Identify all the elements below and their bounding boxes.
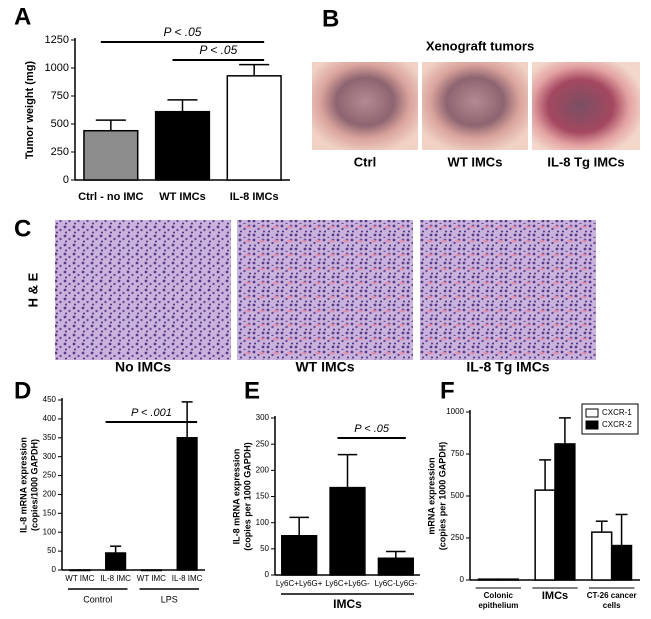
x-tick-label: epithelium: [478, 601, 518, 610]
x-tick-label: cells: [603, 601, 621, 610]
y-axis-label: (copies/1000 GAPDH): [29, 439, 39, 531]
panel-letter: D: [14, 377, 31, 404]
x-tick-label: IL-8 IMC: [172, 574, 203, 583]
y-tick-label: 450: [43, 395, 57, 404]
photo: [422, 62, 528, 150]
y-tick-label: 250: [43, 471, 57, 480]
y-tick-label: 150: [256, 492, 270, 501]
y-tick-label: 1250: [45, 34, 69, 46]
panel-letter: E: [244, 377, 260, 404]
bar: [154, 110, 211, 181]
x-tick-label: WT IMC: [65, 574, 94, 583]
bar: [477, 578, 500, 581]
bar: [69, 569, 91, 572]
y-tick-label: 0: [52, 565, 57, 574]
histology-image: [55, 220, 231, 360]
bar: [140, 569, 162, 572]
x-tick-label: Ctrl - no IMC: [78, 191, 143, 203]
bar: [329, 486, 366, 576]
photo-label: IL-8 Tg IMCs: [547, 154, 624, 169]
panel-title: Xenograft tumors: [426, 38, 534, 53]
y-axis-label: Tumor weight (mg): [24, 61, 36, 160]
y-tick-label: 250: [451, 533, 465, 542]
x-tick-label: IMCs: [542, 590, 568, 602]
x-tick-label: IL-8 IMC: [100, 574, 131, 583]
bar: [281, 535, 318, 576]
x-tick-label: IL-8 IMCs: [230, 191, 279, 203]
y-tick-label: 200: [256, 465, 270, 474]
panel-letter: F: [440, 377, 455, 404]
p-value: P < .001: [131, 407, 172, 419]
y-tick-label: 200: [43, 490, 57, 499]
x-tick-label: WT IMC: [137, 574, 166, 583]
y-tick-label: 50: [260, 544, 269, 553]
panel-letter: B: [322, 5, 339, 32]
y-tick-label: 500: [51, 118, 69, 130]
image-label: IL-8 Tg IMCs: [466, 359, 549, 375]
y-axis-label: IL-8 mRNA expression: [231, 449, 241, 545]
p-value: P < .05: [164, 25, 202, 39]
y-tick-label: 350: [43, 433, 57, 442]
y-axis-label: (copies per 1000 GAPDH): [242, 442, 252, 551]
bar: [591, 531, 613, 581]
photo: [312, 62, 418, 150]
bar: [610, 544, 633, 581]
y-axis-label: mRNA expression: [426, 457, 436, 534]
histology-image: [237, 220, 413, 360]
bar: [497, 578, 519, 581]
y-axis-label: IL-8 mRNA expression: [18, 437, 28, 533]
bar: [176, 437, 198, 571]
y-tick-label: 300: [43, 452, 57, 461]
legend-swatch: [585, 408, 599, 418]
bar: [377, 557, 414, 576]
x-tick-label: Ly6C+Ly6G-: [325, 579, 370, 588]
y-tick-label: 250: [256, 439, 270, 448]
side-label: H & E: [25, 272, 40, 307]
y-tick-label: 100: [43, 527, 57, 536]
panel-letter: C: [14, 215, 31, 242]
group-label: LPS: [161, 594, 178, 604]
x-tick-label: Ly6C+Ly6G+: [276, 579, 323, 588]
y-tick-label: 500: [451, 491, 465, 500]
x-tick-label: Ly6C-Ly6G-: [375, 579, 418, 588]
p-value: P < .05: [354, 423, 390, 435]
y-tick-label: 100: [256, 518, 270, 527]
y-tick-label: 1000: [446, 407, 464, 416]
y-tick-label: 50: [47, 546, 56, 555]
y-tick-label: 0: [460, 575, 465, 584]
legend-label: CXCR-2: [602, 420, 632, 429]
photo-label: WT IMCs: [448, 154, 503, 169]
photo-label: Ctrl: [354, 154, 376, 169]
y-tick-label: 0: [265, 570, 270, 579]
bar: [226, 75, 282, 181]
x-tick-label: CT-26 cancer: [587, 591, 637, 600]
y-tick-label: 400: [43, 414, 57, 423]
group-label: IMCs: [333, 597, 362, 611]
y-tick-label: 300: [256, 413, 270, 422]
legend-label: CXCR-1: [602, 408, 632, 417]
y-tick-label: 250: [51, 146, 69, 158]
photo: [532, 62, 640, 150]
y-axis-label: (copies per 1000 GAPDH): [437, 442, 447, 551]
histology-image: [420, 220, 596, 360]
x-tick-label: WT IMCs: [159, 191, 205, 203]
x-tick-label: Colonic: [484, 591, 514, 600]
bar: [83, 129, 139, 181]
legend-swatch: [585, 420, 599, 430]
p-value: P < .05: [199, 43, 237, 57]
panel-letter: A: [14, 3, 31, 30]
y-tick-label: 1000: [45, 62, 69, 74]
image-label: No IMCs: [115, 359, 171, 375]
image-label: WT IMCs: [295, 359, 354, 375]
y-tick-label: 150: [43, 508, 57, 517]
group-label: Control: [83, 594, 112, 604]
bar: [554, 443, 576, 581]
bar: [105, 552, 127, 571]
bar: [534, 489, 556, 581]
y-tick-label: 750: [51, 90, 69, 102]
y-tick-label: 750: [451, 449, 465, 458]
y-tick-label: 0: [63, 174, 69, 186]
